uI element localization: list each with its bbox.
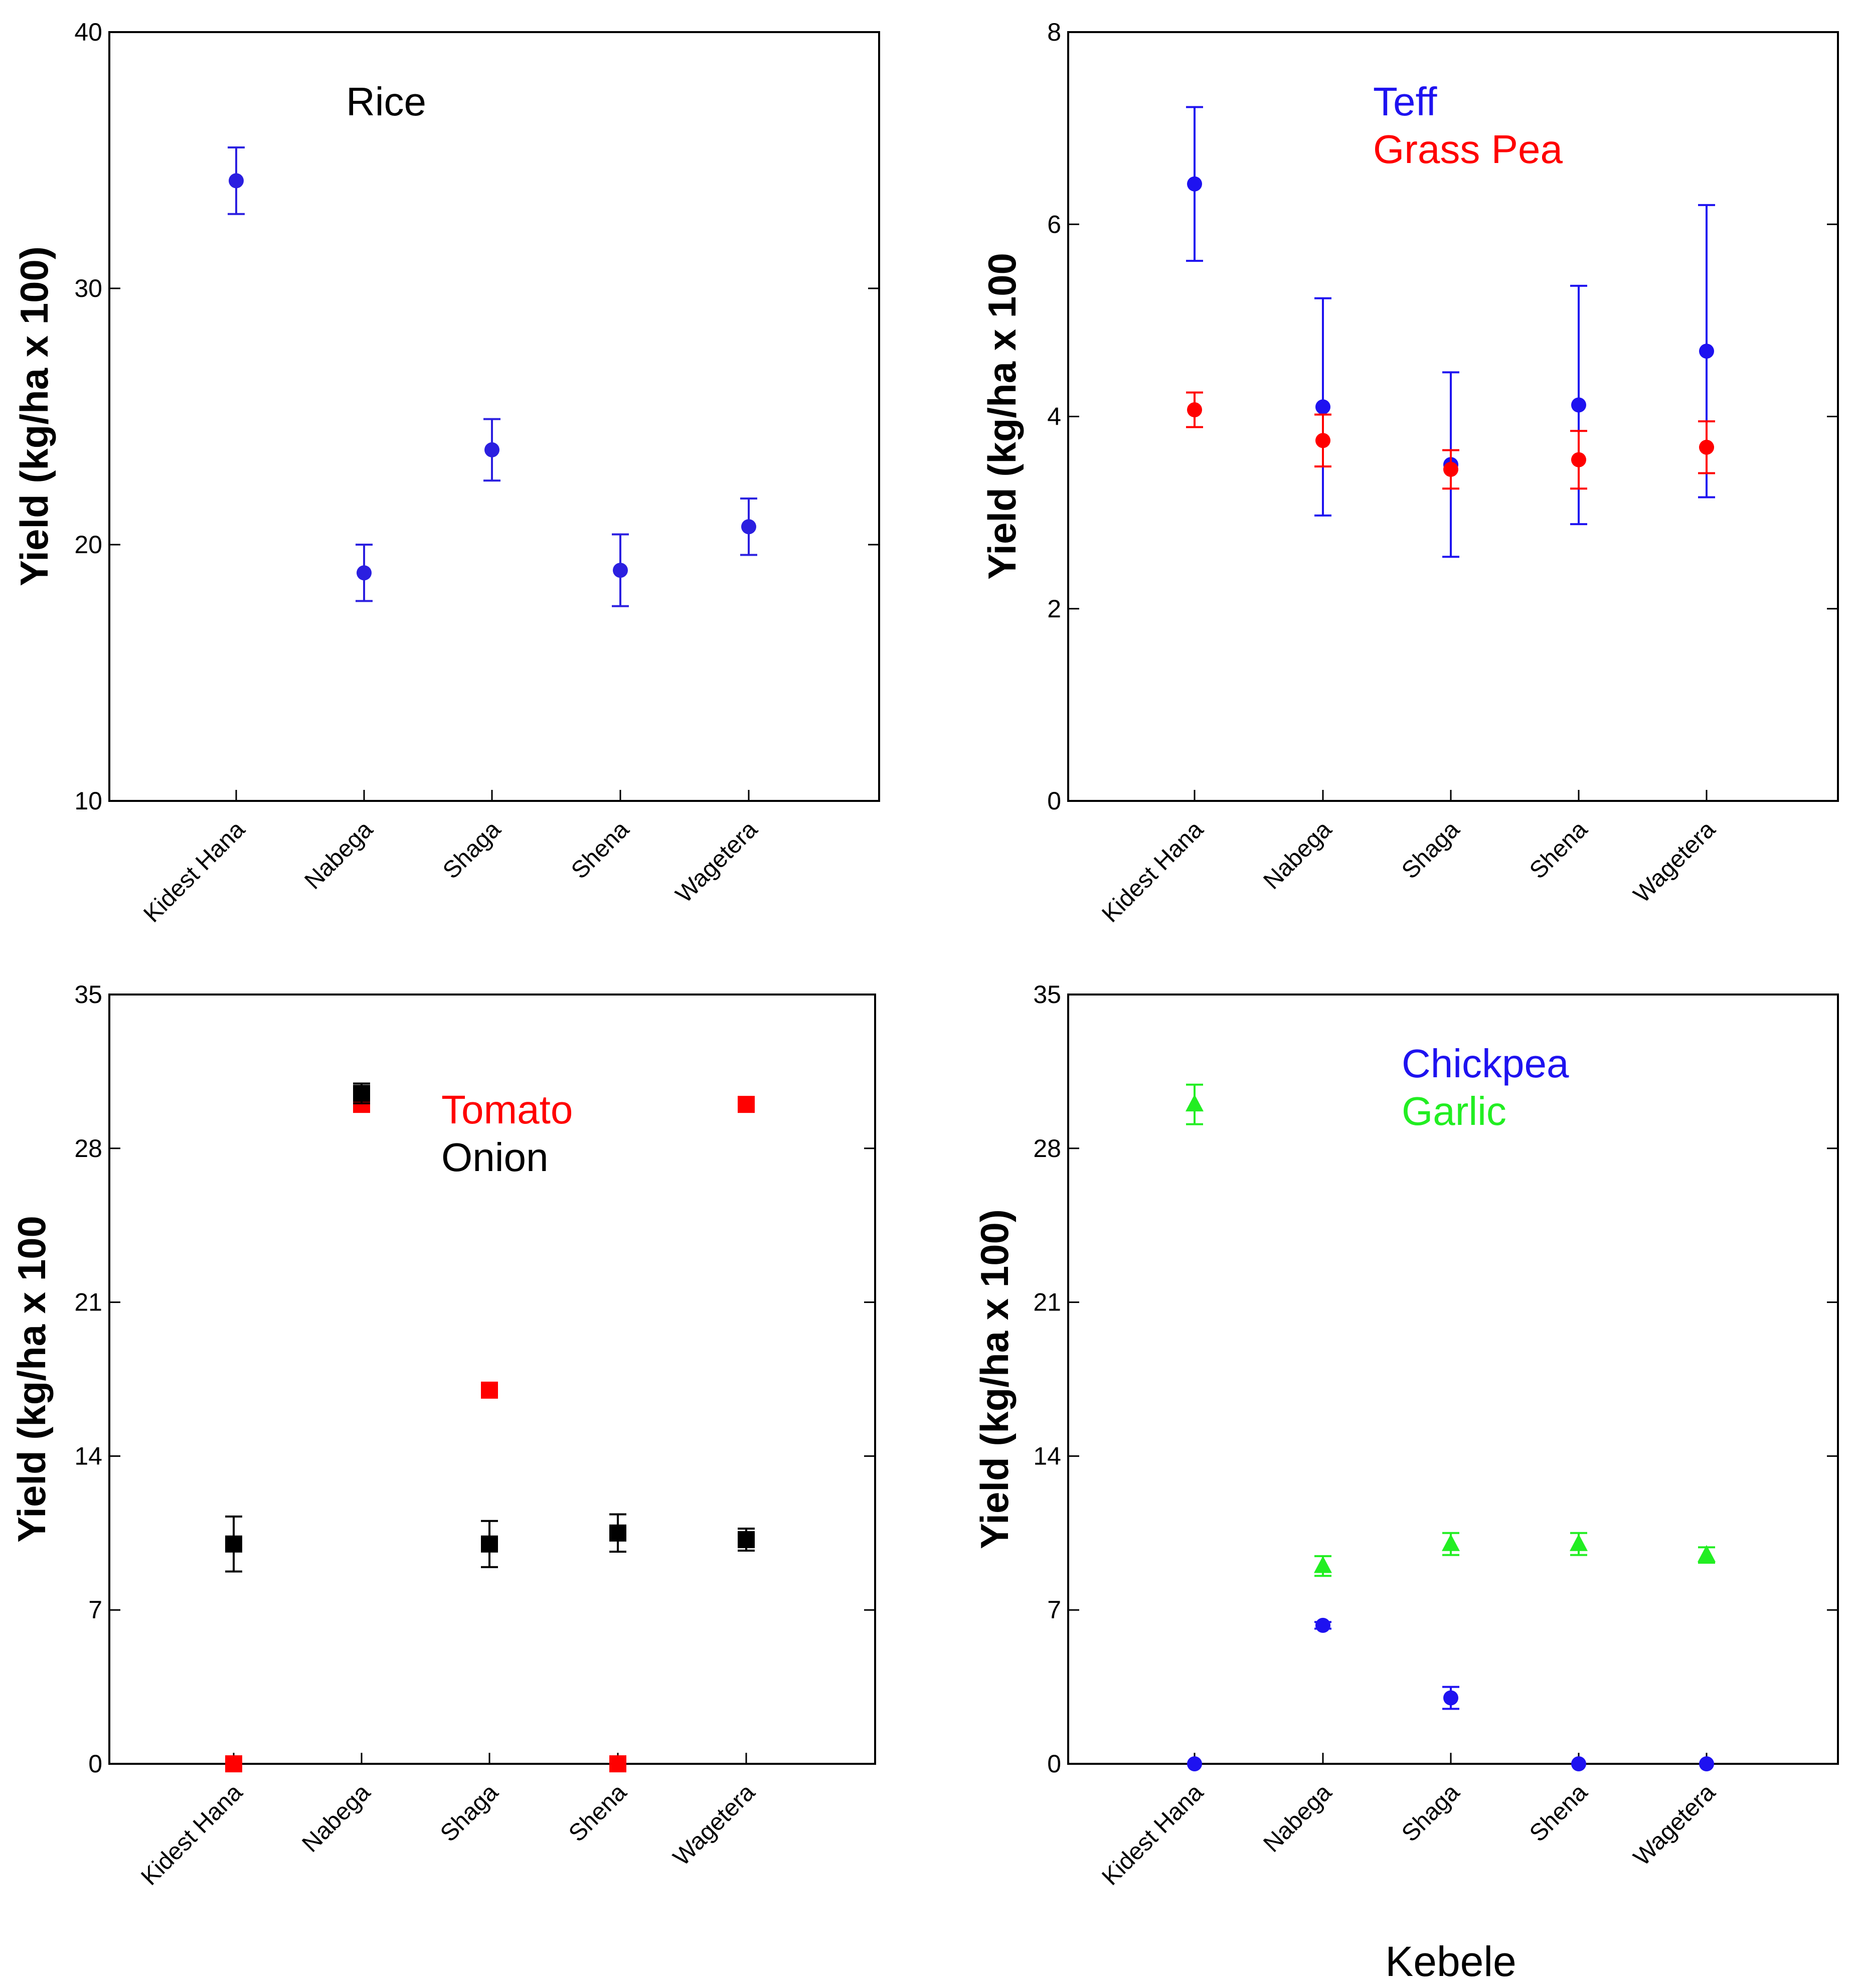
panel-teff-grasspea-y-axis-title: Yield (kg/ha x 100: [980, 253, 1024, 580]
y-tick-label: 6: [1047, 210, 1061, 238]
legend-tomato: Tomato: [441, 1087, 573, 1132]
point-rice-wagetera: [741, 519, 756, 535]
point-onion-kidest-hana: [225, 1535, 242, 1553]
point-rice-kidest-hana: [229, 173, 244, 189]
panel-rice-y-axis-title: Yield (kg/ha x 100): [12, 246, 56, 586]
point-tomato-shena: [609, 1755, 626, 1772]
point-onion-wagetera: [738, 1531, 755, 1548]
point-rice-shena: [613, 563, 628, 578]
point-grass-pea-shena: [1571, 452, 1586, 467]
panel-tomato-onion-frame: [108, 993, 876, 1765]
y-tick-label: 28: [1033, 1134, 1061, 1163]
legend-rice: Rice: [346, 79, 426, 124]
y-tick-label: 20: [74, 531, 102, 559]
point-grass-pea-shaga: [1443, 461, 1458, 477]
point-rice-shaga: [484, 442, 499, 457]
point-grass-pea-nabega: [1315, 433, 1330, 448]
y-tick-label: 21: [74, 1288, 102, 1316]
legend-grass-pea: Grass Pea: [1373, 127, 1563, 172]
panel-chickpea-garlic-x-axis-title: Kebele: [1385, 1938, 1517, 1985]
point-teff-nabega: [1315, 399, 1330, 415]
point-teff-kidest-hana: [1187, 176, 1202, 192]
panel-chickpea-garlic-frame: [1067, 993, 1839, 1765]
point-tomato-wagetera: [738, 1096, 755, 1113]
point-onion-nabega: [353, 1085, 370, 1102]
y-tick-label: 30: [74, 274, 102, 302]
y-tick-label: 35: [1033, 980, 1061, 1009]
point-garlic-nabega: [1314, 1556, 1332, 1573]
point-grass-pea-kidest-hana: [1187, 402, 1202, 418]
y-tick-label: 28: [74, 1134, 102, 1163]
y-tick-label: 0: [88, 1750, 102, 1778]
y-tick-label: 10: [74, 787, 102, 815]
legend-onion: Onion: [441, 1135, 548, 1180]
point-chickpea-shaga: [1443, 1690, 1458, 1706]
y-tick-label: 0: [1047, 787, 1061, 815]
y-tick-label: 2: [1047, 595, 1061, 623]
point-garlic-wagetera: [1698, 1545, 1716, 1562]
point-chickpea-kidest-hana: [1187, 1756, 1202, 1771]
point-chickpea-wagetera: [1699, 1756, 1714, 1771]
point-tomato-kidest-hana: [225, 1755, 242, 1772]
y-tick-label: 0: [1047, 1750, 1061, 1778]
y-tick-label: 14: [1033, 1442, 1061, 1470]
point-chickpea-nabega: [1315, 1617, 1330, 1633]
panel-rice-frame: [108, 31, 880, 802]
panel-chickpea-garlic-y-axis-title: Yield (kg/ha x 100): [972, 1209, 1017, 1549]
legend-chickpea: Chickpea: [1402, 1041, 1569, 1086]
y-tick-label: 14: [74, 1442, 102, 1470]
point-teff-wagetera: [1699, 344, 1714, 359]
legend-teff: Teff: [1373, 79, 1437, 124]
legend-garlic: Garlic: [1402, 1089, 1506, 1133]
point-rice-nabega: [357, 565, 372, 581]
y-tick-label: 21: [1033, 1288, 1061, 1316]
point-garlic-kidest-hana: [1186, 1094, 1204, 1112]
y-tick-label: 8: [1047, 18, 1061, 46]
y-tick-label: 40: [74, 18, 102, 46]
y-tick-label: 7: [1047, 1596, 1061, 1624]
y-tick-label: 35: [74, 980, 102, 1009]
point-chickpea-shena: [1571, 1756, 1586, 1771]
panel-tomato-onion-y-axis-title: Yield (kg/ha x 100: [10, 1216, 54, 1543]
point-onion-shaga: [481, 1535, 498, 1553]
point-garlic-shena: [1570, 1534, 1588, 1551]
point-teff-shena: [1571, 397, 1586, 413]
point-tomato-shaga: [481, 1381, 498, 1399]
y-tick-label: 4: [1047, 403, 1061, 431]
point-grass-pea-wagetera: [1699, 439, 1714, 455]
point-garlic-shaga: [1442, 1534, 1460, 1551]
y-tick-label: 7: [88, 1596, 102, 1624]
point-onion-shena: [609, 1524, 626, 1542]
